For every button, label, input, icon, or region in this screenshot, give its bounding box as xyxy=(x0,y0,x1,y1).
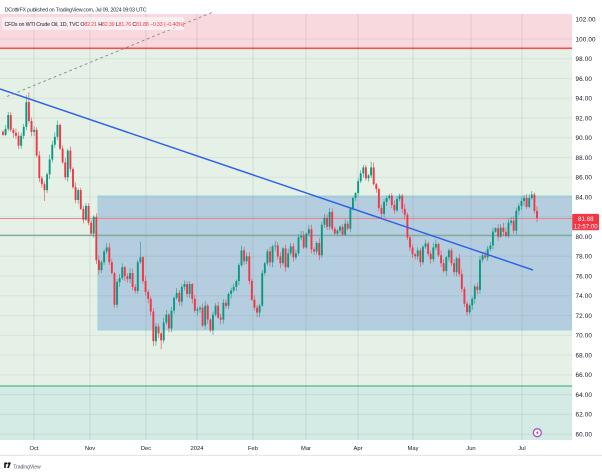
svg-text:81.88: 81.88 xyxy=(578,216,594,223)
svg-text:May: May xyxy=(408,446,419,452)
svg-text:TradingView: TradingView xyxy=(13,464,41,470)
svg-text:94.00: 94.00 xyxy=(576,96,593,103)
svg-text:74.00: 74.00 xyxy=(576,293,593,300)
svg-text:90.00: 90.00 xyxy=(576,135,593,142)
svg-text:92.00: 92.00 xyxy=(576,115,593,122)
svg-text:Nov: Nov xyxy=(85,446,95,452)
svg-text:72.00: 72.00 xyxy=(576,313,593,320)
svg-text:Apr: Apr xyxy=(353,446,362,452)
svg-text:64.00: 64.00 xyxy=(576,392,593,399)
svg-text:Mar: Mar xyxy=(301,446,311,452)
svg-text:102.00: 102.00 xyxy=(576,17,597,24)
svg-text:12:57:00: 12:57:00 xyxy=(574,223,598,230)
svg-text:84.00: 84.00 xyxy=(576,194,593,201)
svg-text:Jul: Jul xyxy=(518,446,525,452)
svg-text:Oct: Oct xyxy=(29,446,38,452)
svg-text:96.00: 96.00 xyxy=(576,76,593,83)
svg-text:2024: 2024 xyxy=(191,446,205,452)
svg-text:62.00: 62.00 xyxy=(576,412,593,419)
svg-text:80.00: 80.00 xyxy=(576,234,593,241)
svg-text:Feb: Feb xyxy=(248,446,258,452)
svg-text:88.00: 88.00 xyxy=(576,155,593,162)
svg-text:CFDs on WTI Crude Oil, 1D, TVC: CFDs on WTI Crude Oil, 1D, TVC O82.21 H8… xyxy=(5,22,185,28)
svg-text:66.00: 66.00 xyxy=(576,372,593,379)
svg-text:100.00: 100.00 xyxy=(576,36,597,43)
svg-text:86.00: 86.00 xyxy=(576,175,593,182)
svg-text:Dec: Dec xyxy=(141,446,151,452)
svg-text:76.00: 76.00 xyxy=(576,273,593,280)
svg-text:Jun: Jun xyxy=(466,446,475,452)
svg-text:68.00: 68.00 xyxy=(576,352,593,359)
svg-text:70.00: 70.00 xyxy=(576,333,593,340)
svg-text:60.00: 60.00 xyxy=(576,432,593,439)
svg-text:98.00: 98.00 xyxy=(576,56,593,63)
svg-text:DCottlrFX published on Trading: DCottlrFX published on TradingView.com, … xyxy=(5,7,147,13)
svg-text:78.00: 78.00 xyxy=(576,254,593,261)
